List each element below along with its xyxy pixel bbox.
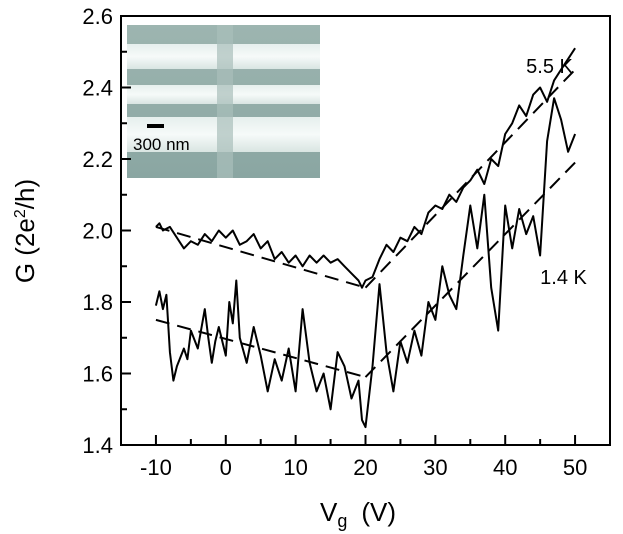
y-tick-label: 1.4 <box>82 433 113 458</box>
y-tick-label: 2.6 <box>82 4 113 29</box>
x-tick-label: 20 <box>353 455 377 480</box>
y-tick-label: 2.0 <box>82 219 113 244</box>
fit-line-0 <box>155 225 366 289</box>
fit-line-2 <box>155 318 366 379</box>
series-line-5-5-k <box>155 47 576 289</box>
y-tick-label: 2.2 <box>82 147 113 172</box>
y-axis-title-main: G (2e <box>10 218 40 283</box>
inset-image: 300 nm <box>127 25 320 178</box>
y-tick-label: 2.4 <box>82 76 113 101</box>
x-axis-title-subscript: g <box>337 511 347 531</box>
x-tick-label: 50 <box>563 455 587 480</box>
inset-scale-label: 300 nm <box>133 135 190 154</box>
y-tick-label: 1.8 <box>82 290 113 315</box>
y-axis-title-superscript: 2 <box>12 209 29 218</box>
x-axis-title-unit: (V) <box>361 497 396 527</box>
series-line-1-4-k <box>154 97 577 429</box>
fit-line-1 <box>364 68 576 289</box>
inset-nanowire <box>217 25 233 178</box>
x-tick-label: 40 <box>493 455 517 480</box>
x-tick-label: 30 <box>423 455 447 480</box>
x-tick-label: -10 <box>140 455 172 480</box>
x-axis-title: Vg (V) <box>320 497 396 531</box>
series-annotation-1: 1.4 K <box>540 267 587 289</box>
y-axis-title-unit: /h) <box>10 179 40 209</box>
axis-ticks: -10 0 10 20 30 40 50 1.4 1.6 1.8 2.0 2.2 2.4 2.6 <box>82 4 611 480</box>
plot-area: 5.5 K 1.4 K <box>120 15 611 446</box>
series-annotation-0: 5.5 K <box>526 56 573 78</box>
x-axis-title-main: V <box>320 497 338 527</box>
x-tick-label: 0 <box>220 455 232 480</box>
inset-scale-bar <box>147 124 164 128</box>
y-axis-title: G (2e2/h) <box>10 179 40 283</box>
y-tick-label: 1.6 <box>82 362 113 387</box>
x-tick-label: 10 <box>283 455 307 480</box>
